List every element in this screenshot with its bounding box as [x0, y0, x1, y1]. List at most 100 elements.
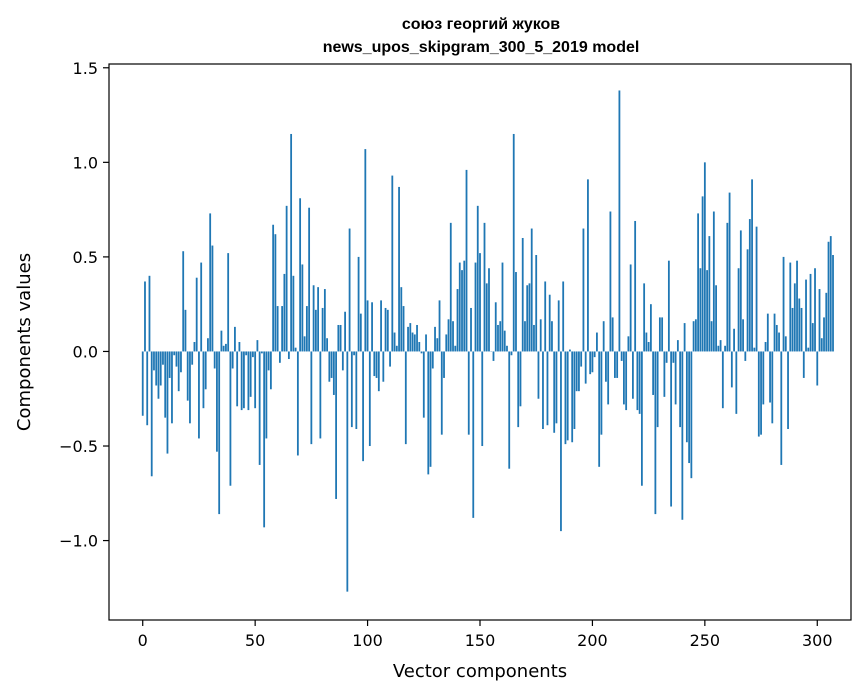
- bar-165: [512, 133, 515, 352]
- bar-251: [706, 270, 708, 352]
- bar-119: [409, 323, 412, 352]
- bar-40: [231, 351, 234, 369]
- bar-226: [649, 304, 652, 352]
- bar-47: [247, 351, 250, 411]
- bar-218: [632, 351, 634, 399]
- bar-296: [807, 347, 810, 352]
- bar-276: [762, 351, 765, 405]
- bar-211: [616, 351, 619, 378]
- bar-10: [164, 351, 167, 418]
- bar-277: [764, 342, 767, 352]
- bar-66: [290, 133, 293, 352]
- bar-221: [638, 351, 641, 414]
- chart-title-line-2: news_upos_skipgram_300_5_2019 model: [323, 39, 640, 56]
- bar-51: [256, 340, 259, 352]
- bar-138: [452, 321, 454, 352]
- bar-273: [755, 226, 758, 352]
- bar-212: [618, 90, 621, 352]
- bar-143: [463, 260, 466, 352]
- x-tick-label: 50: [245, 631, 265, 650]
- bar-191: [571, 351, 574, 443]
- bar-244: [690, 351, 693, 479]
- bar-43: [238, 342, 241, 352]
- y-tick-label: 1.5: [73, 59, 98, 78]
- bar-92: [348, 228, 351, 352]
- bar-184: [555, 351, 558, 424]
- bar-294: [802, 351, 805, 378]
- bar-135: [445, 334, 448, 352]
- x-tick-label: 0: [138, 631, 148, 650]
- bar-303: [823, 317, 825, 352]
- bar-298: [811, 323, 814, 352]
- bar-38: [227, 253, 230, 352]
- bar-208: [609, 211, 612, 352]
- bar-229: [656, 351, 659, 428]
- bar-75: [310, 351, 313, 445]
- bar-267: [742, 319, 744, 352]
- bar-292: [798, 298, 801, 352]
- bar-263: [733, 328, 735, 352]
- bar-286: [784, 336, 787, 352]
- bar-16: [177, 351, 180, 392]
- bar-118: [407, 326, 409, 352]
- bar-217: [629, 264, 632, 352]
- bar-207: [607, 351, 610, 405]
- x-tick-label: 100: [352, 631, 383, 650]
- bar-223: [643, 283, 646, 352]
- bar-201: [593, 351, 596, 358]
- bar-70: [299, 198, 302, 352]
- bar-55: [265, 351, 268, 439]
- bar-146: [470, 307, 472, 352]
- bar-202: [596, 332, 598, 352]
- bar-246: [694, 319, 697, 352]
- bar-136: [447, 319, 450, 352]
- bar-194: [578, 351, 580, 392]
- bar-272: [753, 347, 756, 352]
- bar-196: [582, 228, 585, 352]
- bar-100: [366, 300, 369, 352]
- bar-137: [449, 222, 452, 352]
- bar-266: [739, 230, 742, 352]
- bar-152: [483, 222, 486, 352]
- bar-199: [589, 351, 592, 375]
- bar-105: [377, 351, 380, 392]
- bar-283: [778, 332, 780, 352]
- bar-12: [168, 351, 171, 378]
- bar-306: [829, 236, 832, 352]
- bar-230: [658, 317, 661, 352]
- bar-264: [735, 351, 738, 414]
- bar-71: [301, 264, 304, 352]
- bar-205: [602, 321, 605, 352]
- bar-8: [159, 351, 162, 386]
- bar-101: [368, 351, 371, 447]
- bar-171: [526, 285, 529, 352]
- bar-150: [479, 253, 481, 352]
- bar-27: [202, 351, 205, 409]
- bar-174: [533, 324, 535, 352]
- bar-106: [380, 300, 382, 352]
- bar-160: [501, 262, 504, 352]
- bar-172: [528, 283, 531, 352]
- bar-180: [546, 351, 549, 426]
- y-tick-label: 0.5: [73, 248, 98, 267]
- bar-36: [222, 345, 225, 352]
- bar-129: [431, 351, 434, 369]
- bar-11: [166, 351, 169, 454]
- bar-89: [341, 351, 344, 371]
- bar-302: [820, 338, 823, 352]
- bar-42: [236, 351, 239, 407]
- bar-1: [144, 281, 146, 352]
- bar-121: [413, 334, 416, 352]
- bar-220: [636, 351, 639, 411]
- bar-235: [670, 351, 673, 507]
- bar-256: [717, 345, 720, 352]
- x-tick-label: 200: [577, 631, 608, 650]
- x-axis-ticks: 0 50 100 150 200 250 300: [138, 620, 833, 650]
- bar-88: [339, 324, 342, 352]
- bar-225: [647, 342, 650, 352]
- bar-188: [564, 351, 567, 445]
- bar-140: [456, 289, 459, 352]
- bar-215: [625, 351, 628, 411]
- bar-25: [198, 351, 200, 439]
- bar-166: [515, 272, 517, 352]
